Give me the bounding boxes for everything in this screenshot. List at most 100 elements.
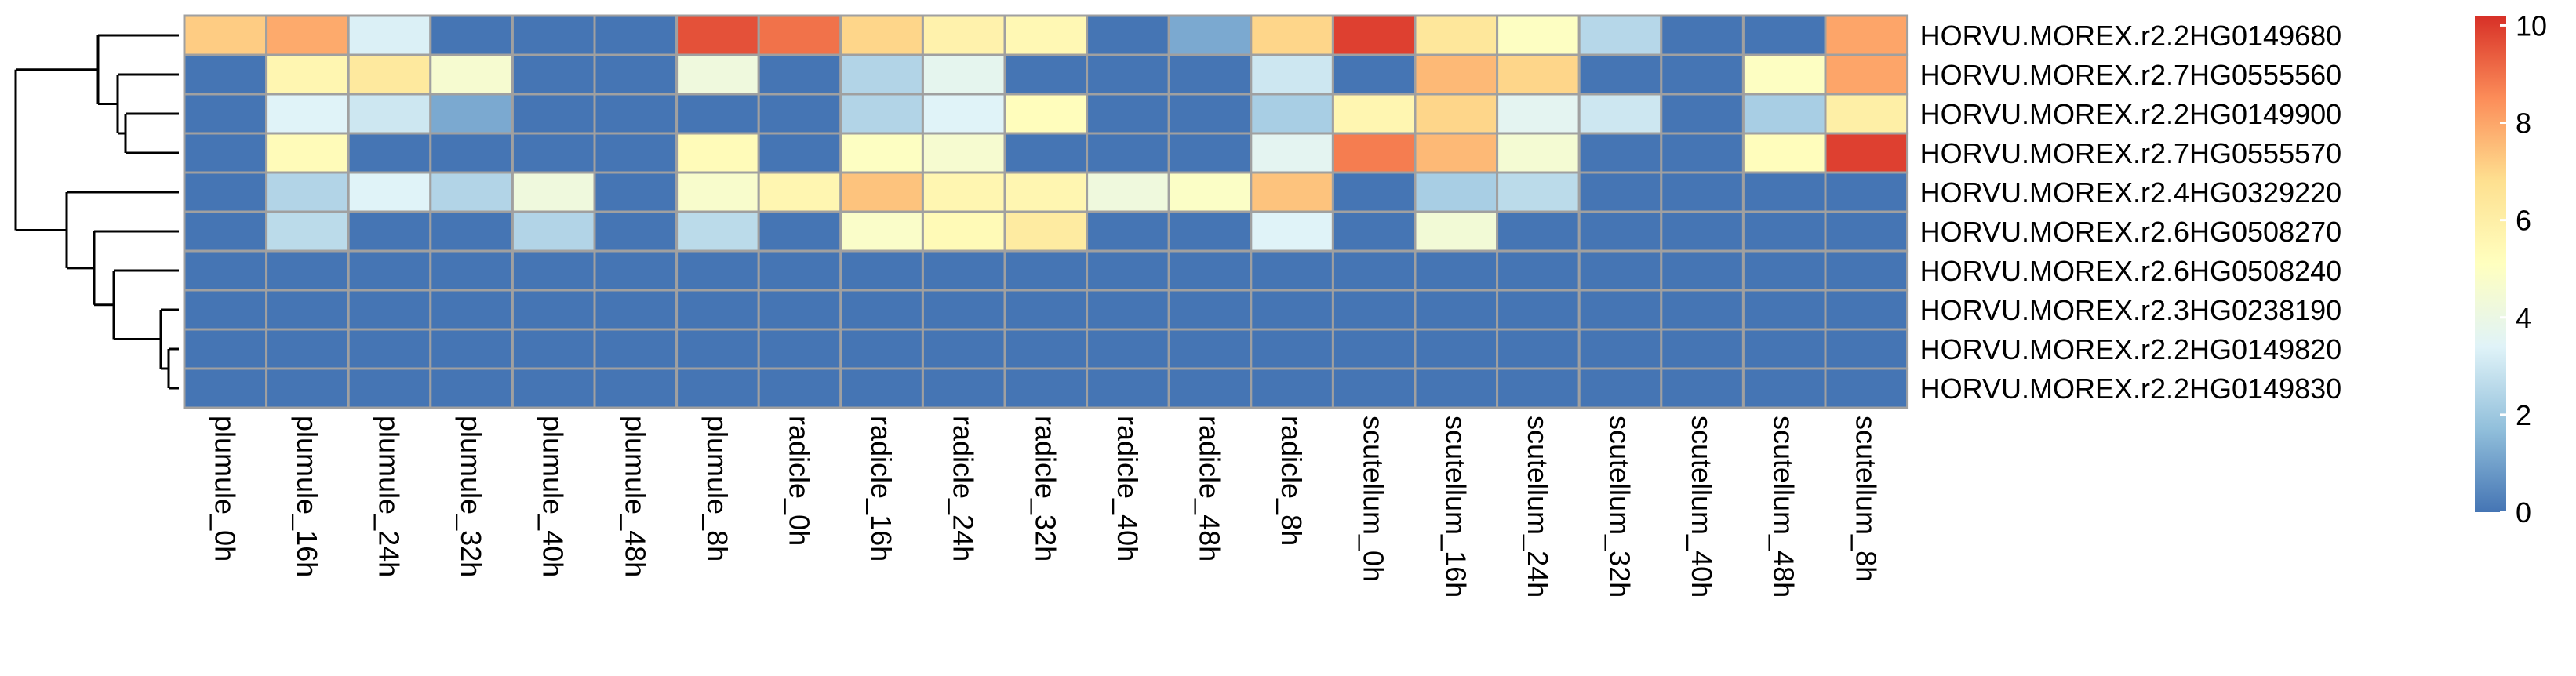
heatmap-cell — [1496, 289, 1581, 331]
heatmap-cell — [1167, 367, 1253, 409]
heatmap-cell — [675, 14, 760, 56]
legend-color-bar — [2475, 16, 2506, 512]
heatmap-cell — [265, 328, 350, 370]
heatmap-cell — [347, 210, 432, 253]
heatmap-cell — [1414, 249, 1499, 292]
heatmap-cell — [1660, 289, 1745, 331]
column-label: radicle_24h — [948, 416, 980, 562]
heatmap-cell — [1496, 93, 1581, 135]
heatmap-cell — [1331, 14, 1417, 56]
heatmap-cell — [1003, 171, 1089, 213]
heatmap-cell — [429, 328, 514, 370]
heatmap-cell — [921, 289, 1006, 331]
heatmap-cell — [429, 14, 514, 56]
heatmap-cell — [675, 328, 760, 370]
heatmap-cell — [1824, 93, 1909, 135]
heatmap-cell — [1250, 249, 1334, 292]
heatmap-cell — [1331, 210, 1417, 253]
legend-tick-label: 10 — [2516, 9, 2547, 42]
column-label: scutellum_8h — [1850, 416, 1882, 582]
heatmap-cell — [1577, 210, 1663, 253]
legend-tick-label: 2 — [2516, 399, 2531, 431]
heatmap-cell — [1086, 93, 1170, 135]
heatmap-cell — [593, 93, 679, 135]
heatmap-cell — [757, 171, 842, 213]
heatmap-cell — [921, 328, 1006, 370]
heatmap-cell — [757, 93, 842, 135]
heatmap-cell — [1086, 14, 1170, 56]
heatmap-cell — [1660, 132, 1745, 174]
heatmap-cell — [839, 328, 924, 370]
heatmap-cell — [1086, 53, 1170, 96]
heatmap-cell — [1003, 289, 1089, 331]
column-label: scutellum_40h — [1686, 416, 1718, 598]
heatmap-cell — [265, 53, 350, 96]
column-label: plumule_0h — [209, 416, 241, 562]
heatmap-cell — [1331, 249, 1417, 292]
heatmap-cells — [183, 14, 1909, 409]
column-label: radicle_0h — [784, 416, 816, 546]
heatmap-cell — [593, 14, 679, 56]
heatmap-cell — [183, 171, 268, 213]
heatmap-cell — [1167, 210, 1253, 253]
heatmap-cell — [347, 14, 432, 56]
heatmap-cell — [757, 367, 842, 409]
row-label: HORVU.MOREX.r2.2HG0149900 — [1920, 98, 2342, 130]
heatmap-cell — [593, 210, 679, 253]
heatmap-cell — [1086, 210, 1170, 253]
heatmap-cell — [265, 367, 350, 409]
heatmap-cell — [347, 93, 432, 135]
heatmap-cell — [593, 171, 679, 213]
heatmap-cell — [1660, 210, 1745, 253]
heatmap-cell — [1250, 210, 1334, 253]
heatmap-cell — [511, 171, 596, 213]
heatmap-cell — [1331, 93, 1417, 135]
heatmap-cell — [1167, 132, 1253, 174]
heatmap-cell — [1003, 367, 1089, 409]
heatmap-cell — [1250, 14, 1334, 56]
heatmap-cell — [839, 210, 924, 253]
heatmap-cell — [1414, 367, 1499, 409]
heatmap-cell — [593, 289, 679, 331]
heatmap-cell — [1250, 132, 1334, 174]
heatmap-cell — [347, 367, 432, 409]
heatmap-cell — [839, 53, 924, 96]
heatmap-cell — [511, 14, 596, 56]
heatmap-cell — [1741, 289, 1827, 331]
heatmap-cell — [265, 289, 350, 331]
heatmap-cell — [265, 93, 350, 135]
heatmap-cell — [1496, 249, 1581, 292]
row-dendrogram — [14, 34, 179, 390]
legend-tick-label: 0 — [2516, 496, 2531, 529]
row-label: HORVU.MOREX.r2.4HG0329220 — [1920, 176, 2342, 209]
heatmap-cell — [347, 171, 432, 213]
heatmap-cell — [1577, 93, 1663, 135]
heatmap-cell — [1577, 249, 1663, 292]
heatmap-cell — [1086, 289, 1170, 331]
heatmap-cell — [1086, 249, 1170, 292]
heatmap-cell — [1741, 171, 1827, 213]
heatmap-cell — [1741, 249, 1827, 292]
heatmap-cell — [429, 53, 514, 96]
heatmap-cell — [757, 289, 842, 331]
column-label: plumule_40h — [537, 416, 569, 577]
heatmap-cell — [1003, 210, 1089, 253]
heatmap-cell — [1660, 249, 1745, 292]
heatmap-cell — [1167, 171, 1253, 213]
heatmap-cell — [593, 249, 679, 292]
heatmap-cell — [1741, 367, 1827, 409]
heatmap-cell — [1414, 210, 1499, 253]
heatmap-cell — [675, 53, 760, 96]
heatmap-cell — [757, 14, 842, 56]
heatmap-cell — [1250, 171, 1334, 213]
row-label: HORVU.MOREX.r2.6HG0508240 — [1920, 255, 2342, 287]
heatmap-cell — [429, 249, 514, 292]
heatmap-cell — [839, 132, 924, 174]
heatmap-cell — [839, 14, 924, 56]
column-label: scutellum_0h — [1358, 416, 1390, 582]
heatmap-cell — [1824, 328, 1909, 370]
heatmap-cell — [347, 132, 432, 174]
heatmap-cell — [347, 53, 432, 96]
column-label: scutellum_16h — [1439, 416, 1472, 598]
heatmap-cell — [593, 132, 679, 174]
